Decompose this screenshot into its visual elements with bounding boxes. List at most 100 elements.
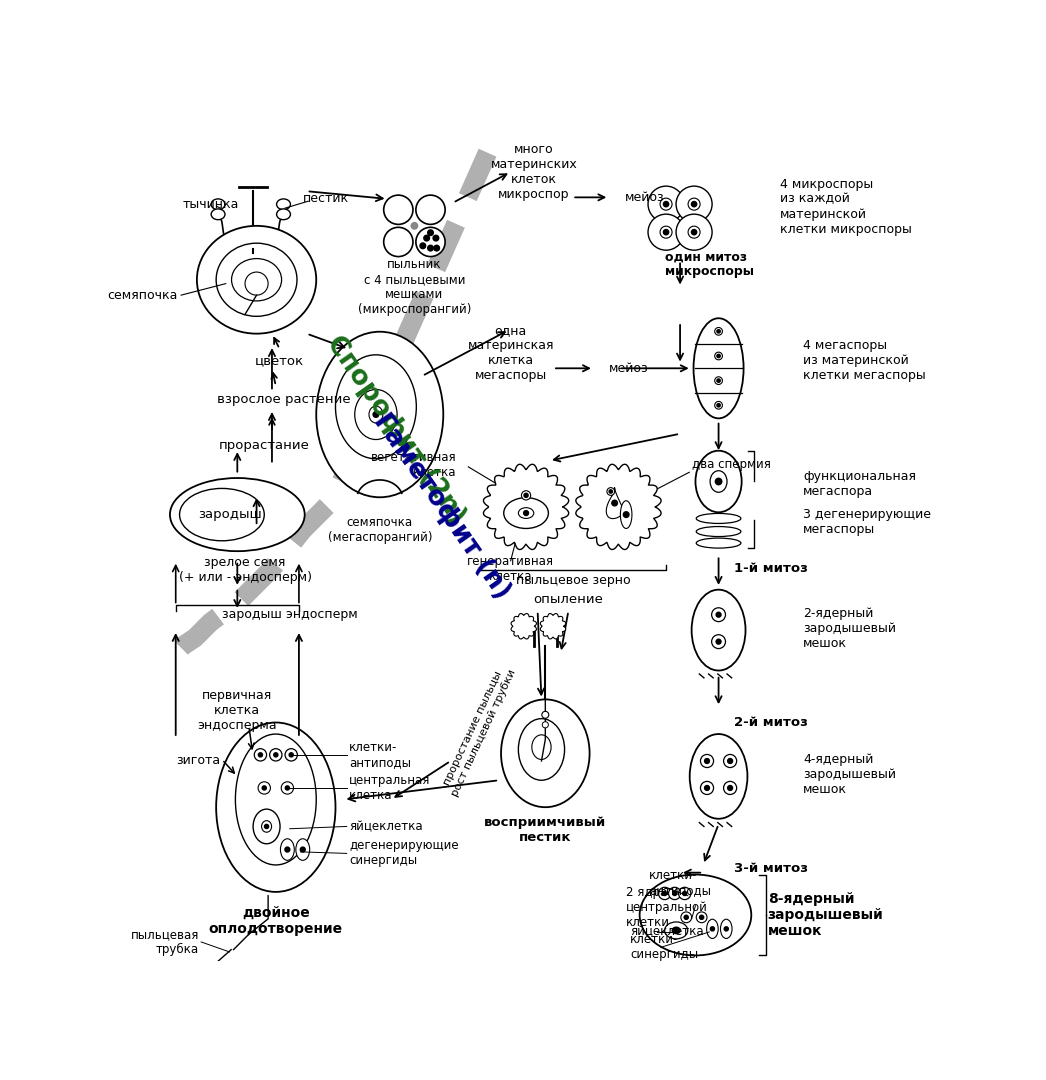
- Ellipse shape: [728, 758, 732, 764]
- Text: цветок: цветок: [255, 354, 304, 367]
- Text: первичная
клетка
эндосперма: первичная клетка эндосперма: [198, 689, 277, 732]
- Ellipse shape: [724, 755, 736, 768]
- Text: два спермия: два спермия: [691, 458, 771, 471]
- Ellipse shape: [384, 195, 413, 225]
- Text: один митоз
микроспоры: один митоз микроспоры: [664, 251, 754, 279]
- Ellipse shape: [649, 214, 684, 251]
- Ellipse shape: [705, 758, 709, 764]
- Text: клетки-
синергиды: клетки- синергиды: [630, 933, 698, 961]
- Ellipse shape: [316, 332, 444, 497]
- Ellipse shape: [522, 490, 530, 500]
- Text: дегенерирующие
синергиды: дегенерирующие синергиды: [349, 839, 458, 867]
- Ellipse shape: [542, 712, 549, 718]
- Ellipse shape: [714, 402, 723, 409]
- Text: семяпочка: семяпочка: [107, 288, 177, 301]
- Text: 4 мегаспоры
из материнской
клетки мегаспоры: 4 мегаспоры из материнской клетки мегасп…: [803, 339, 926, 382]
- Ellipse shape: [296, 839, 310, 861]
- Text: функциональная
мегаспора: функциональная мегаспора: [803, 470, 916, 498]
- Text: зигота: зигота: [176, 755, 220, 768]
- Text: 3-й митоз: 3-й митоз: [734, 862, 808, 875]
- Ellipse shape: [707, 919, 719, 939]
- Ellipse shape: [434, 245, 439, 251]
- Ellipse shape: [663, 202, 668, 206]
- Ellipse shape: [180, 488, 265, 541]
- Ellipse shape: [697, 527, 741, 537]
- Ellipse shape: [664, 922, 688, 939]
- Ellipse shape: [705, 785, 709, 791]
- Text: клетки-
антиподы: клетки- антиподы: [650, 868, 711, 896]
- Ellipse shape: [688, 226, 700, 239]
- Text: пыльник
с 4 пыльцевыми
мешками
(микроспорангий): пыльник с 4 пыльцевыми мешками (микроспо…: [358, 258, 471, 316]
- Ellipse shape: [524, 511, 528, 515]
- Ellipse shape: [701, 755, 713, 768]
- Ellipse shape: [416, 227, 446, 257]
- Text: зародыш: зародыш: [198, 508, 262, 522]
- Ellipse shape: [235, 734, 316, 865]
- Ellipse shape: [254, 748, 267, 761]
- Ellipse shape: [668, 888, 681, 900]
- Polygon shape: [511, 613, 537, 639]
- Ellipse shape: [724, 782, 736, 795]
- Ellipse shape: [710, 471, 727, 492]
- Ellipse shape: [373, 411, 379, 417]
- Ellipse shape: [691, 202, 697, 206]
- Ellipse shape: [649, 186, 684, 222]
- Ellipse shape: [276, 208, 291, 219]
- Ellipse shape: [689, 734, 748, 819]
- Ellipse shape: [714, 352, 723, 360]
- Ellipse shape: [676, 186, 712, 222]
- Ellipse shape: [270, 748, 282, 761]
- Ellipse shape: [286, 748, 297, 761]
- Ellipse shape: [691, 230, 697, 234]
- Text: 3 дегенерирующие
мегаспоры: 3 дегенерирующие мегаспоры: [803, 509, 931, 537]
- Ellipse shape: [428, 245, 433, 251]
- Ellipse shape: [676, 214, 712, 251]
- Ellipse shape: [217, 243, 297, 316]
- Ellipse shape: [280, 839, 294, 861]
- Text: прорастание: прорастание: [219, 438, 310, 451]
- Ellipse shape: [724, 927, 728, 931]
- Ellipse shape: [697, 912, 707, 922]
- Text: генеративная
клетка: генеративная клетка: [468, 554, 554, 582]
- Text: зародыш эндосперм: зародыш эндосперм: [222, 608, 358, 621]
- Ellipse shape: [681, 912, 691, 922]
- Text: центральная
клетка: центральная клетка: [349, 774, 430, 802]
- Ellipse shape: [519, 718, 565, 780]
- Text: много
материнских
клеток
микроспор: много материнских клеток микроспор: [491, 143, 577, 201]
- Text: взрослое растение: взрослое растение: [217, 393, 350, 406]
- Ellipse shape: [688, 198, 700, 211]
- Ellipse shape: [258, 753, 263, 757]
- Ellipse shape: [286, 786, 290, 789]
- Ellipse shape: [524, 494, 528, 497]
- Ellipse shape: [659, 888, 670, 900]
- Ellipse shape: [542, 721, 548, 728]
- Ellipse shape: [717, 404, 720, 407]
- Text: мейоз: мейоз: [609, 362, 649, 375]
- Ellipse shape: [411, 222, 417, 229]
- Text: мейоз: мейоз: [624, 191, 664, 204]
- Ellipse shape: [660, 226, 673, 239]
- Ellipse shape: [673, 928, 680, 933]
- Ellipse shape: [276, 199, 291, 210]
- Ellipse shape: [711, 635, 726, 649]
- Ellipse shape: [697, 513, 741, 524]
- Ellipse shape: [683, 891, 686, 895]
- Text: клетки-
антиподы: клетки- антиподы: [349, 741, 411, 769]
- Text: одна
материнская
клетка
мегаспоры: одна материнская клетка мегаспоры: [468, 324, 554, 382]
- Ellipse shape: [258, 782, 271, 794]
- Ellipse shape: [501, 700, 590, 807]
- Ellipse shape: [286, 847, 290, 852]
- Polygon shape: [607, 487, 623, 518]
- Text: 2-й митоз: 2-й митоз: [734, 716, 808, 729]
- Text: 4-ядерный
зародышевый
мешок: 4-ядерный зародышевый мешок: [803, 754, 896, 796]
- Ellipse shape: [714, 327, 723, 335]
- Ellipse shape: [428, 230, 433, 235]
- Text: 2-ядерный
зародышевый
мешок: 2-ядерный зародышевый мешок: [803, 607, 896, 650]
- Ellipse shape: [369, 406, 383, 423]
- Ellipse shape: [281, 782, 294, 794]
- Ellipse shape: [717, 612, 721, 617]
- Ellipse shape: [721, 919, 732, 939]
- Ellipse shape: [211, 199, 225, 210]
- Ellipse shape: [700, 916, 704, 919]
- Ellipse shape: [717, 329, 720, 333]
